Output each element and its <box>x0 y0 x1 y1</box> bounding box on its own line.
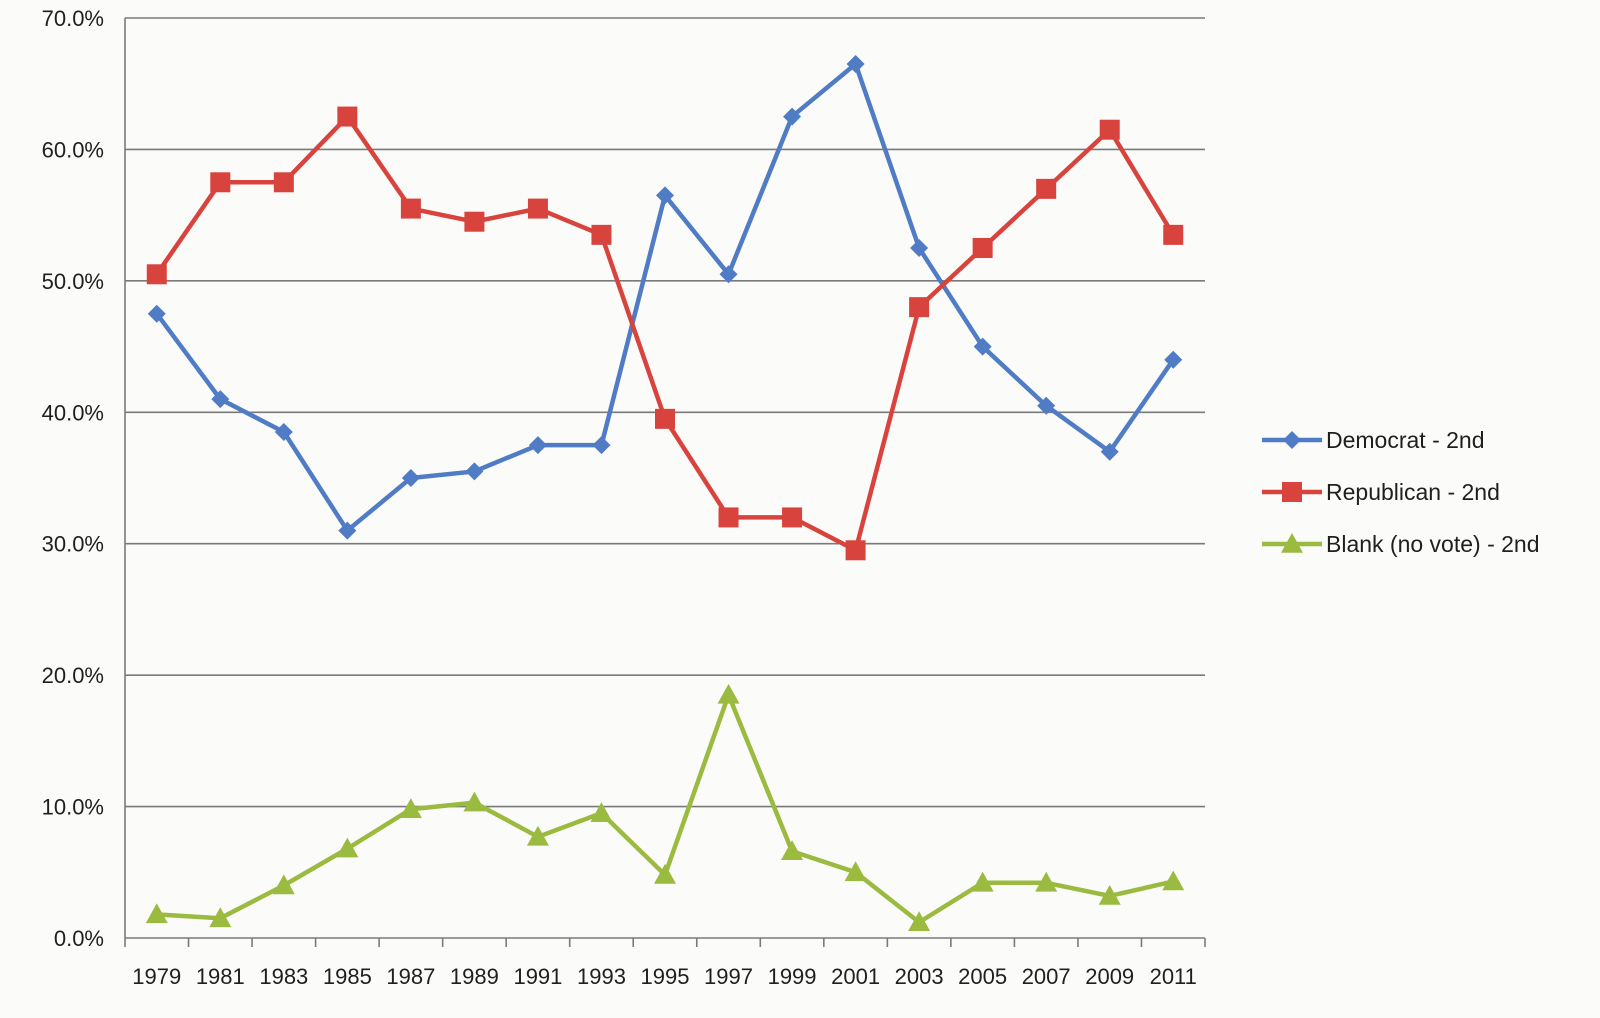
legend-label: Blank (no vote) - 2nd <box>1326 531 1540 557</box>
x-tick-label: 1979 <box>132 964 181 989</box>
data-point <box>656 186 674 205</box>
x-tick-label: 1995 <box>641 964 690 989</box>
x-tick-label: 2003 <box>895 964 944 989</box>
data-point <box>209 907 232 928</box>
data-point <box>781 840 804 861</box>
x-tick-label: 1981 <box>196 964 245 989</box>
data-point <box>845 540 866 561</box>
x-tick-labels: 1979 1981 1983 1985 1987 1989 1991 1993 1995 1997… <box>132 964 1197 989</box>
y-tick-label: 0.0% <box>54 926 104 951</box>
data-point <box>526 825 549 846</box>
data-point <box>400 198 421 219</box>
x-tick-label: 1985 <box>323 964 372 989</box>
data-point <box>527 198 548 219</box>
x-tick-label: 1991 <box>513 964 562 989</box>
series-square <box>146 106 1184 561</box>
legend: Democrat - 2nd Republican - 2nd Blank (no … <box>1262 427 1540 557</box>
legend-label: Republican - 2nd <box>1326 479 1500 505</box>
data-point <box>591 224 612 245</box>
data-point <box>846 55 865 73</box>
data-point <box>1162 870 1185 891</box>
data-point <box>592 436 611 455</box>
series-diamond <box>147 55 1183 540</box>
data-point <box>655 408 675 429</box>
data-point <box>465 462 484 481</box>
data-point <box>971 871 994 892</box>
y-tick-label: 20.0% <box>42 663 104 688</box>
data-point <box>1035 871 1058 892</box>
series-line <box>156 692 1174 925</box>
data-point <box>1099 119 1120 140</box>
data-point <box>909 297 930 318</box>
data-point <box>844 861 867 882</box>
data-point <box>782 507 803 528</box>
data-point <box>145 903 168 924</box>
x-tick-label: 2005 <box>958 964 1007 989</box>
axes <box>124 18 1206 947</box>
x-tick-label: 1983 <box>259 964 308 989</box>
data-point <box>463 791 486 812</box>
data-point <box>399 798 422 818</box>
data-point <box>464 211 485 232</box>
data-point <box>973 337 992 356</box>
data-point <box>1100 442 1119 461</box>
series <box>145 55 1185 932</box>
data-point <box>783 107 802 126</box>
data-point <box>273 172 294 193</box>
data-point <box>272 874 295 895</box>
data-point <box>210 172 231 193</box>
data-point <box>211 390 230 409</box>
x-tick-label: 1997 <box>704 964 753 989</box>
y-tick-label: 70.0% <box>42 6 104 31</box>
x-tick-label: 2009 <box>1085 964 1134 989</box>
data-point <box>908 911 931 932</box>
y-tick-label: 40.0% <box>42 400 104 425</box>
data-point <box>338 521 357 540</box>
x-tick-label: 1989 <box>450 964 499 989</box>
series-triangle <box>145 683 1185 932</box>
data-point <box>910 239 929 257</box>
legend-marker <box>1281 533 1303 553</box>
x-tick-label: 2007 <box>1022 964 1071 989</box>
data-point <box>147 304 166 323</box>
y-tick-label: 30.0% <box>42 532 104 557</box>
y-tick-label: 50.0% <box>42 269 104 294</box>
data-point <box>337 106 358 127</box>
data-point <box>1098 884 1121 905</box>
y-tick-labels: 0.0% 10.0% 20.0% 30.0% 40.0% 50.0% 60.0% 70.0% <box>42 6 104 951</box>
data-point <box>590 802 613 822</box>
data-point <box>717 683 740 704</box>
x-tick-label: 2001 <box>831 964 880 989</box>
series-line <box>154 114 1176 553</box>
data-point <box>401 469 420 487</box>
y-tick-label: 10.0% <box>42 795 104 820</box>
data-point <box>1036 178 1057 199</box>
data-point <box>1164 350 1183 369</box>
data-point <box>1037 396 1056 415</box>
data-point <box>654 863 676 884</box>
gridlines <box>125 17 1205 808</box>
legend-entry: Blank (no vote) - 2nd <box>1262 531 1540 557</box>
data-point <box>336 837 359 858</box>
x-tick-label: 1999 <box>768 964 817 989</box>
legend-marker <box>1283 431 1301 449</box>
legend-entry: Democrat - 2nd <box>1262 427 1485 453</box>
data-point <box>274 423 293 441</box>
series-line <box>154 61 1176 533</box>
legend-marker <box>1282 482 1302 502</box>
data-point <box>146 264 167 285</box>
legend-entry: Republican - 2nd <box>1262 479 1500 505</box>
y-tick-label: 60.0% <box>42 137 104 162</box>
data-point <box>972 238 993 258</box>
data-point <box>719 265 738 284</box>
legend-label: Democrat - 2nd <box>1326 427 1485 453</box>
data-point <box>1163 224 1184 245</box>
x-tick-label: 2011 <box>1150 964 1197 989</box>
x-tick-label: 1987 <box>386 964 435 989</box>
x-tick-label: 1993 <box>577 964 626 989</box>
data-point <box>528 436 547 455</box>
data-point <box>718 507 739 528</box>
